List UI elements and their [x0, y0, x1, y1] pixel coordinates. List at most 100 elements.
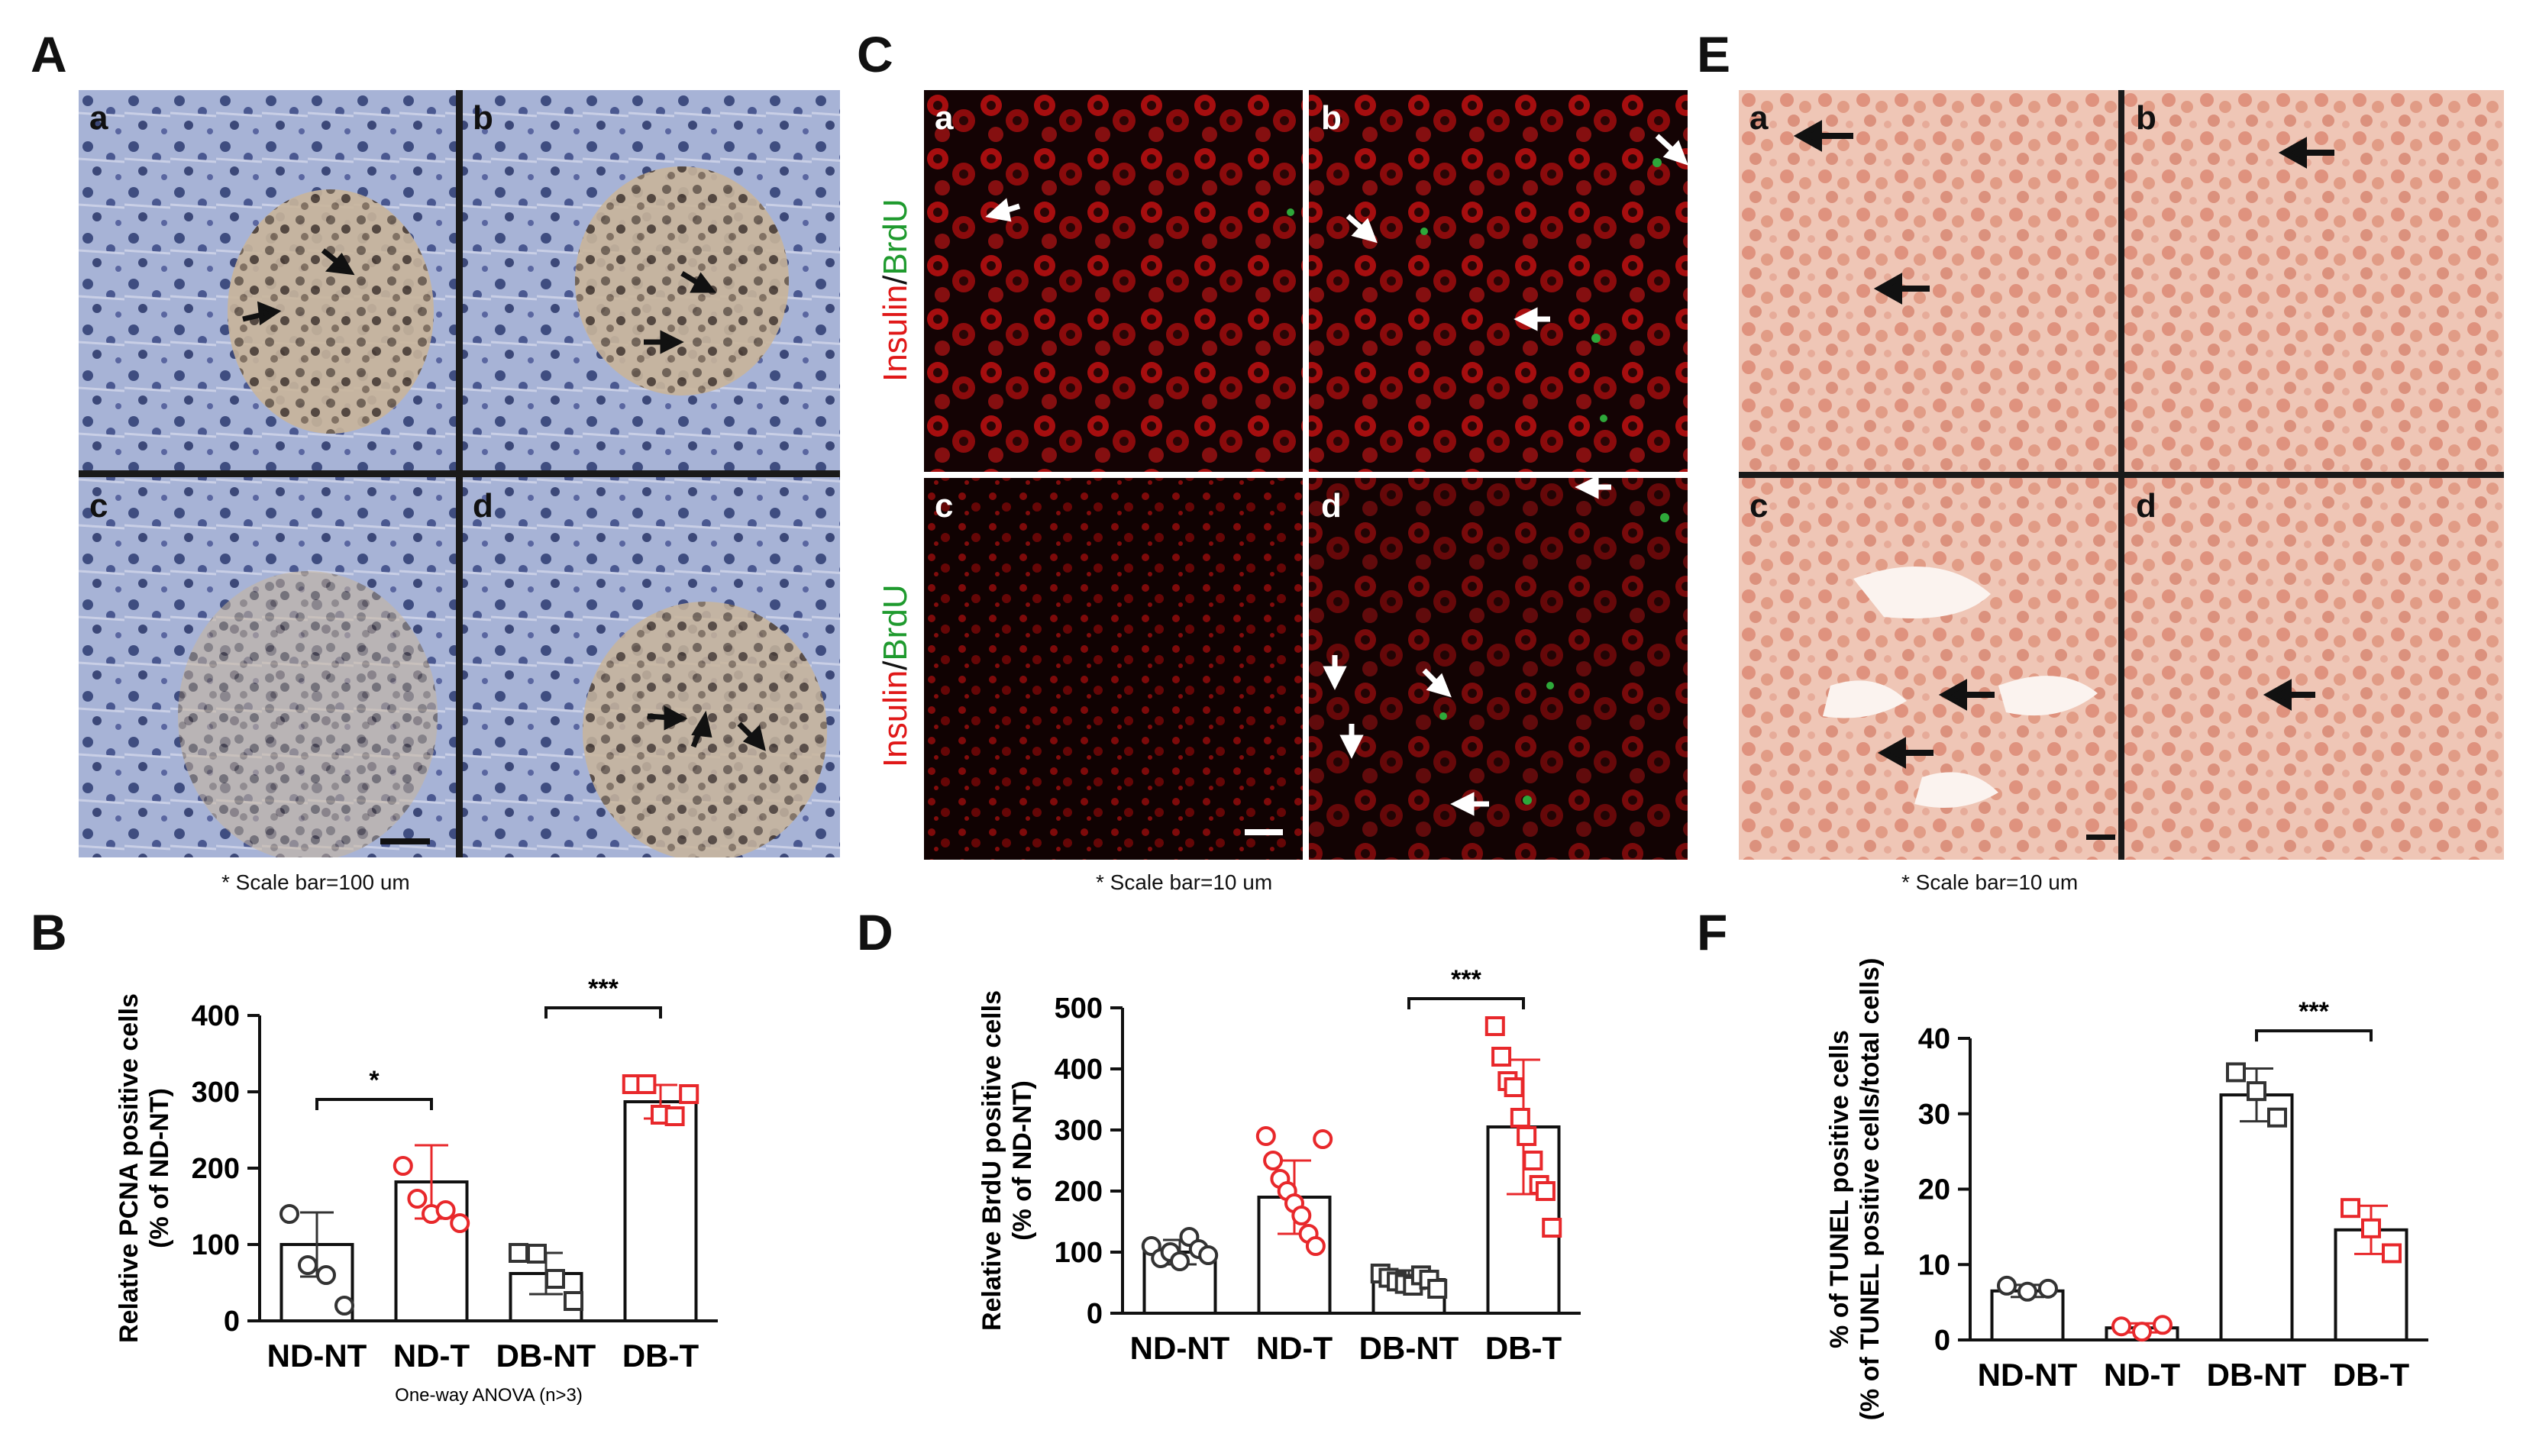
y-tick-label: 300 [192, 1077, 240, 1109]
stain-label-sep: / [877, 275, 914, 285]
y-tick-label: 200 [1055, 1176, 1103, 1208]
data-point [1427, 1279, 1448, 1299]
data-point [1198, 1245, 1219, 1265]
tunel-micrograph-grid: a b c d [1739, 90, 2504, 860]
data-point [279, 1204, 299, 1224]
data-point [1535, 1181, 1556, 1201]
data-point [1517, 1126, 1537, 1146]
data-point [2382, 1243, 2402, 1264]
data-point [450, 1213, 470, 1233]
y-tick-label: 100 [1055, 1237, 1103, 1269]
tunel-sublabel-c: c [1749, 487, 1769, 525]
x-tick-label: ND-T [1256, 1330, 1333, 1366]
data-point [2038, 1278, 2058, 1299]
data-point [435, 1200, 456, 1220]
significance-bracket [544, 1006, 662, 1019]
data-point [1170, 1251, 1190, 1271]
pcna-sublabel-d: d [473, 487, 493, 525]
y-tick-label: 100 [192, 1229, 240, 1261]
brdu-scale-caption: * Scale bar=10 um [1096, 870, 1273, 894]
y-tick-label: 400 [1055, 1054, 1103, 1086]
stain-label-insulin: Insulin [877, 284, 914, 382]
data-point [2341, 1198, 2360, 1219]
significance-label: *** [588, 974, 619, 1003]
significance-label: * [369, 1066, 380, 1095]
significance-label: *** [1451, 965, 1481, 994]
y-axis-label-line2: (% of ND-NT) [145, 1088, 174, 1248]
pcna-sublabel-c: c [89, 487, 108, 525]
x-tick-label: ND-NT [1978, 1357, 2078, 1393]
data-point [1523, 1151, 1543, 1170]
y-axis-label-line1: Relative PCNA positive cells [115, 993, 144, 1343]
y-tick-label: 200 [192, 1153, 240, 1185]
data-point [509, 1243, 528, 1263]
y-tick-label: 10 [1918, 1249, 1950, 1281]
data-point [334, 1296, 354, 1316]
significance-bracket [1407, 997, 1525, 1009]
data-point [564, 1291, 583, 1311]
data-point [1313, 1129, 1333, 1149]
y-axis-label-line1: Relative BrdU positive cells [977, 990, 1006, 1331]
bar-db-nt [2219, 1093, 2294, 1341]
stain-label-bottom: Insulin/BrdU [877, 584, 915, 767]
y-tick-label: 0 [224, 1306, 240, 1338]
x-tick-label: ND-NT [1130, 1330, 1230, 1366]
pcna-micrograph-image [79, 90, 840, 857]
panel-letter-a: A [31, 26, 67, 82]
data-point [1504, 1077, 1524, 1097]
data-point [1997, 1275, 2017, 1296]
bar-db-t [623, 1100, 698, 1322]
y-tick-label: 400 [192, 1000, 240, 1032]
data-point [2267, 1107, 2287, 1128]
stain-label-brdu: BrdU [877, 199, 914, 276]
brdu-micrograph-grid: a b c d [924, 90, 1688, 860]
data-point [1491, 1047, 1512, 1067]
y-tick-label: 30 [1918, 1099, 1950, 1131]
y-axis-label-line2: (% of TUNEL positive cells/total cells) [1856, 958, 1885, 1420]
tunel-bar-chart: 0 10 20 30 40 % of TUNEL positive cells (% of … [1825, 958, 2428, 1420]
significance-bracket [315, 1098, 433, 1110]
x-tick-label: DB-T [2333, 1357, 2410, 1393]
x-tick-label: ND-NT [267, 1338, 367, 1374]
data-point [1255, 1126, 1276, 1146]
data-point [636, 1074, 657, 1094]
stain-label-sep-2: / [877, 660, 914, 670]
x-tick-label: ND-T [393, 1338, 470, 1374]
significance-label: *** [2299, 997, 2329, 1026]
data-point [2247, 1081, 2266, 1102]
y-tick-label: 40 [1918, 1023, 1950, 1055]
tunel-sublabel-a: a [1749, 99, 1769, 137]
data-point [527, 1244, 547, 1264]
data-point [2361, 1218, 2381, 1238]
data-point [1510, 1108, 1530, 1128]
brdu-sublabel-d: d [1321, 487, 1342, 525]
y-axis-label-line1: % of TUNEL positive cells [1825, 1030, 1854, 1348]
data-point [2132, 1322, 2152, 1342]
y-tick-label: 0 [1087, 1298, 1103, 1330]
pcna-scale-caption: * Scale bar=100 um [221, 870, 410, 894]
x-tick-label: DB-T [622, 1338, 699, 1374]
brdu-micrograph-image [924, 90, 1688, 860]
tunel-scale-caption: * Scale bar=10 um [1901, 870, 2079, 894]
panel-letter-c: C [857, 26, 893, 82]
stain-label-brdu-2: BrdU [877, 584, 914, 661]
y-tick-label: 0 [1934, 1325, 1950, 1357]
brdu-sublabel-c: c [935, 487, 954, 525]
data-point [407, 1189, 428, 1209]
stats-note: One-way ANOVA (n>3) [395, 1385, 583, 1406]
brdu-bar-chart: 0 100 200 300 400 500 Relative BrdU positive c… [977, 965, 1581, 1366]
data-point [664, 1106, 685, 1126]
pcna-micrograph-grid: a b c d [79, 90, 840, 857]
data-point [679, 1084, 699, 1104]
data-point [1263, 1151, 1284, 1170]
data-point [2226, 1062, 2246, 1083]
tunel-sublabel-b: b [2136, 99, 2156, 137]
panel-letter-e: E [1697, 26, 1731, 82]
data-point [393, 1156, 413, 1176]
significance-bracket [2255, 1029, 2373, 1042]
x-tick-label: DB-NT [2207, 1357, 2307, 1393]
data-point [2153, 1315, 2173, 1335]
data-point [316, 1265, 336, 1285]
data-point [1305, 1236, 1326, 1256]
pcna-sublabel-b: b [473, 99, 493, 137]
